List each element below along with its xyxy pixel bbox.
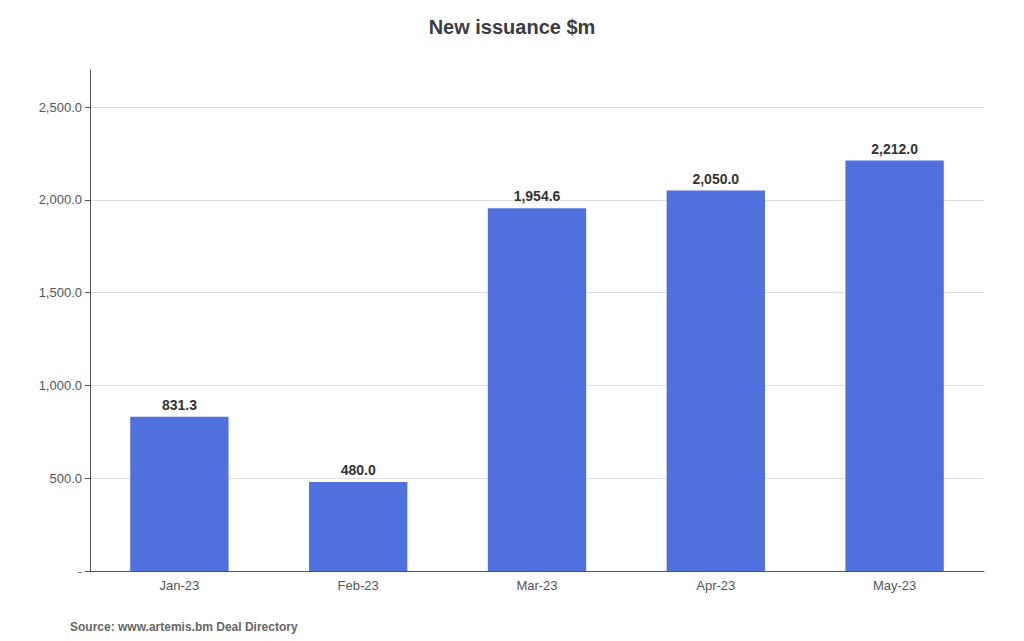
svg-text:831.3: 831.3 (162, 397, 197, 413)
svg-text:Feb-23: Feb-23 (338, 578, 379, 593)
svg-text:2,212.0: 2,212.0 (871, 141, 918, 157)
svg-text:Apr-23: Apr-23 (696, 578, 735, 593)
svg-text:1,954.6: 1,954.6 (514, 188, 561, 204)
svg-text:500.0: 500.0 (49, 471, 82, 486)
svg-text:-: - (78, 564, 82, 579)
svg-text:1,000.0: 1,000.0 (39, 378, 82, 393)
svg-text:Source: www.artemis.bm Deal Di: Source: www.artemis.bm Deal Directory (70, 620, 298, 634)
svg-text:Mar-23: Mar-23 (516, 578, 557, 593)
svg-text:2,000.0: 2,000.0 (39, 192, 82, 207)
svg-text:New issuance $m: New issuance $m (429, 16, 596, 38)
svg-text:1,500.0: 1,500.0 (39, 285, 82, 300)
svg-text:May-23: May-23 (873, 578, 916, 593)
svg-text:Jan-23: Jan-23 (160, 578, 200, 593)
svg-text:2,500.0: 2,500.0 (39, 100, 82, 115)
svg-text:480.0: 480.0 (341, 462, 376, 478)
svg-text:2,050.0: 2,050.0 (692, 171, 739, 187)
